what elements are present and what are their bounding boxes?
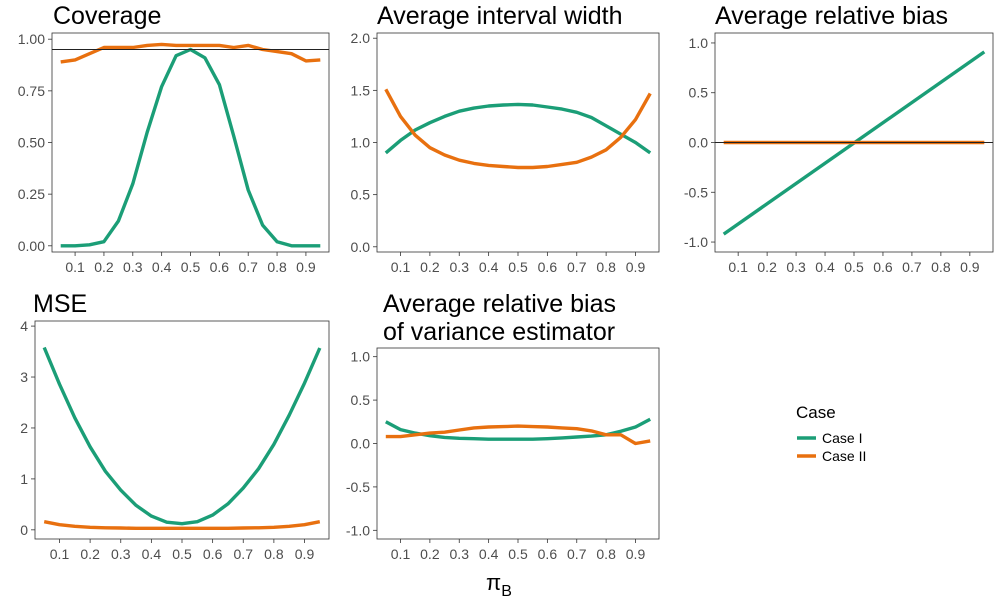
x-tick-label: 0.7 [567, 259, 587, 275]
series-line-case-i [60, 47, 321, 248]
y-tick-label: 1.0 [351, 135, 371, 151]
x-tick-label: 0.7 [902, 259, 922, 275]
y-tick-label: -0.5 [346, 479, 370, 495]
y-tick-label: 0.50 [18, 135, 45, 151]
y-tick-label: 1.00 [18, 31, 45, 47]
panel-title: Average relative bias [715, 2, 948, 30]
x-axis-label: πB [486, 570, 512, 600]
x-tick-label: 0.5 [844, 259, 864, 275]
panel-coverage: Coverage 0.00 0.25 0.50 0.75 1.00 0.1 0.2 0.3 0.4… [18, 2, 330, 275]
x-tick-label: 0.1 [50, 546, 70, 562]
y-tick-label: -1.0 [346, 522, 370, 538]
legend-case-ii-label: Case II [822, 448, 866, 464]
x-tick-label: 0.1 [391, 259, 411, 275]
x-tick-label: 0.8 [931, 259, 951, 275]
x-tick-label: 0.6 [538, 546, 558, 562]
x-tick-label: 0.2 [80, 546, 100, 562]
y-tick-label: 4 [20, 318, 28, 334]
y-tick-label: 1.0 [351, 349, 371, 365]
y-tick-label: 0.5 [351, 392, 371, 408]
x-tick-label: 0.6 [203, 546, 223, 562]
y-tick-label: 1.0 [689, 35, 709, 51]
panel-bias: Average relative bias -1.0 -0.5 0.0 0.5 1.0 0.… [684, 2, 994, 275]
x-tick-label: 0.2 [94, 259, 114, 275]
x-tick-label: 0.6 [210, 259, 230, 275]
legend: Case Case I Case II [796, 403, 866, 464]
series-line-case-ii [60, 42, 321, 64]
panel-title: of variance estimator [383, 318, 615, 346]
x-tick-label: 0.1 [65, 259, 85, 275]
x-tick-label: 0.7 [238, 259, 258, 275]
x-tick-label: 0.4 [479, 546, 499, 562]
series-line-case-i [384, 102, 652, 155]
y-tick-label: 0.25 [18, 186, 45, 202]
x-tick-label: 0.4 [479, 259, 499, 275]
x-tick-label: 0.5 [172, 546, 192, 562]
panel-frame [51, 32, 330, 253]
x-axis-label-pi: π [486, 570, 501, 595]
x-tick-label: 0.1 [728, 259, 748, 275]
x-axis-label-subscript: B [501, 583, 512, 600]
y-tick-label: 1.5 [351, 82, 371, 98]
legend-case-i-label: Case I [822, 430, 862, 446]
series-line-case-ii [43, 520, 321, 530]
y-tick-label: 2.0 [351, 30, 371, 46]
y-tick-label: 0.0 [351, 436, 371, 452]
panel-mse: MSE 0 1 2 3 4 0.1 0.2 0.3 0.4 0.5 0.6 0.7 0.8 0.9 [20, 290, 330, 562]
x-tick-label: 0.2 [757, 259, 777, 275]
panel-width: Average interval width 0.0 0.5 1.0 1.5 2.0 0.1… [351, 2, 660, 275]
y-tick-label: -0.5 [684, 184, 708, 200]
x-tick-label: 0.9 [296, 259, 316, 275]
x-tick-label: 0.3 [450, 259, 470, 275]
y-tick-label: 0 [20, 522, 28, 538]
series-line-case-ii [385, 424, 651, 446]
panel-title: Coverage [53, 2, 161, 30]
x-tick-label: 0.4 [152, 259, 172, 275]
y-tick-label: 1 [20, 471, 28, 487]
panel-title: Average interval width [377, 2, 623, 30]
x-tick-label: 0.5 [508, 546, 528, 562]
y-tick-label: 0.5 [351, 187, 371, 203]
x-tick-label: 0.7 [567, 546, 587, 562]
x-tick-label: 0.4 [142, 546, 162, 562]
y-tick-label: 0.0 [351, 239, 371, 255]
x-tick-label: 0.8 [596, 259, 616, 275]
x-tick-label: 0.2 [420, 259, 440, 275]
panel-title: MSE [33, 290, 87, 318]
x-tick-label: 0.4 [815, 259, 835, 275]
y-tick-label: 0.5 [689, 85, 709, 101]
panel-title: Average relative bias [383, 290, 616, 318]
x-tick-label: 0.8 [596, 546, 616, 562]
y-tick-label: -1.0 [684, 234, 708, 250]
x-tick-label: 0.8 [264, 546, 284, 562]
x-tick-label: 0.1 [391, 546, 411, 562]
x-tick-label: 0.9 [626, 546, 646, 562]
panel-frame [376, 347, 660, 540]
y-tick-label: 0.00 [18, 238, 45, 254]
x-tick-label: 0.3 [111, 546, 131, 562]
x-tick-label: 0.8 [267, 259, 287, 275]
series-line-case-i [42, 346, 322, 526]
x-tick-label: 0.5 [508, 259, 528, 275]
series-line-case-ii [384, 88, 652, 170]
x-tick-label: 0.3 [786, 259, 806, 275]
legend-title: Case [796, 403, 836, 422]
y-tick-label: 2 [20, 420, 28, 436]
x-tick-label: 0.9 [960, 259, 980, 275]
x-tick-label: 0.7 [234, 546, 254, 562]
x-tick-label: 0.9 [626, 259, 646, 275]
panel-frame [34, 320, 330, 540]
x-tick-label: 0.5 [181, 259, 201, 275]
x-tick-label: 0.6 [873, 259, 893, 275]
y-tick-label: 3 [20, 369, 28, 385]
x-tick-label: 0.2 [420, 546, 440, 562]
x-tick-label: 0.6 [538, 259, 558, 275]
x-tick-label: 0.9 [295, 546, 315, 562]
x-tick-label: 0.3 [450, 546, 470, 562]
y-tick-label: 0.0 [689, 135, 709, 151]
x-tick-label: 0.3 [123, 259, 143, 275]
y-tick-label: 0.75 [18, 83, 45, 99]
